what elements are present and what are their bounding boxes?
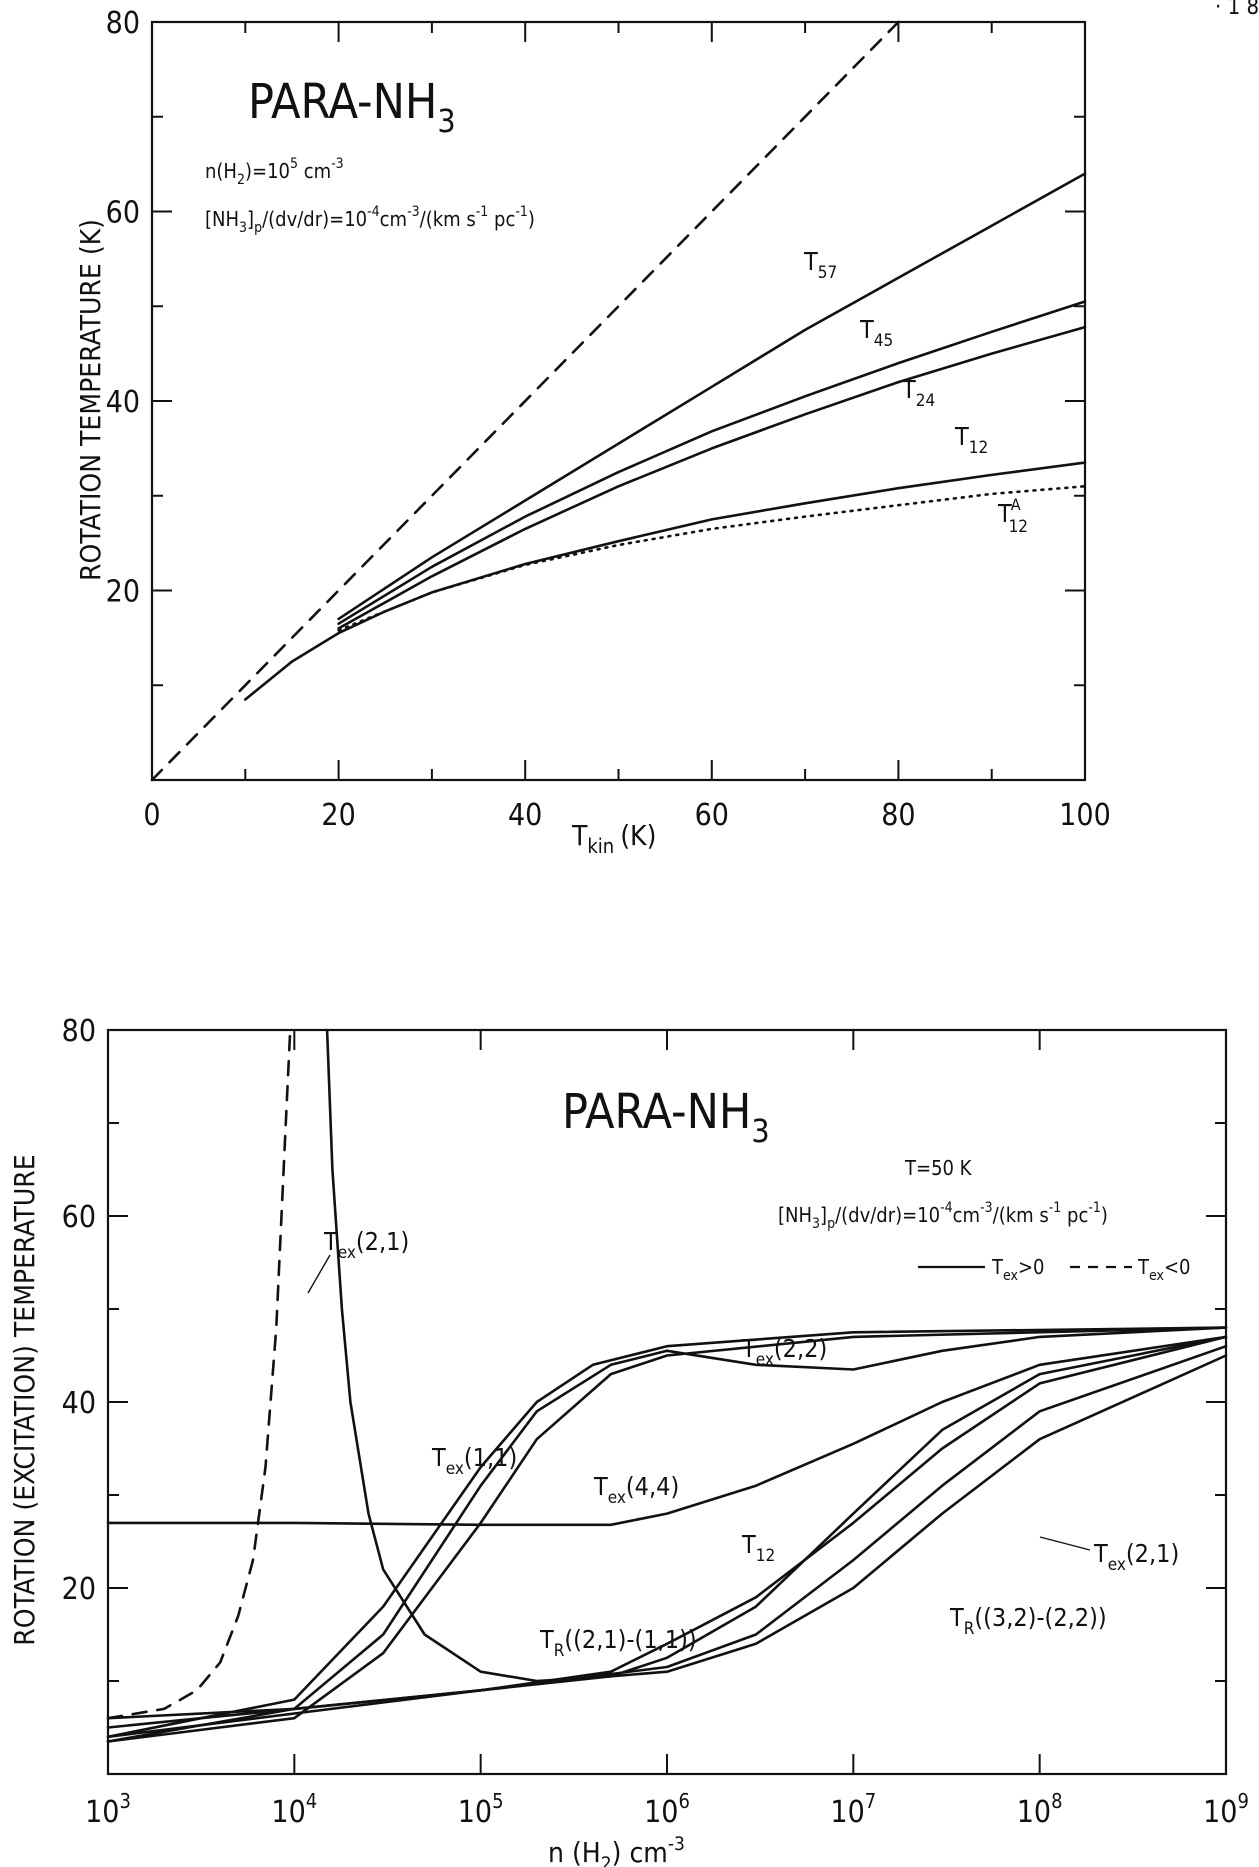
label-Tex21-left: Tex(2,1) xyxy=(323,1227,409,1263)
top-series-t12 xyxy=(244,461,1087,701)
label-TR-21-11: TR((2,1)-(1,1)) xyxy=(539,1625,697,1661)
bottom-y-tick-label: 80 xyxy=(62,1014,96,1049)
bottom-series-tr-3-2-2-2 xyxy=(106,1354,1228,1739)
top-y-tick-label: 60 xyxy=(106,196,140,231)
bottom-series xyxy=(106,1028,1228,1743)
top-title: PARA-NH3 xyxy=(248,74,456,140)
top-chart: 0 20 40 60 80 100 20 40 60 80 PARA-NH3 n(H2)=105… xyxy=(74,6,1111,858)
bottom-y-tick-label: 60 xyxy=(62,1200,96,1235)
bottom-x-tick-label: 103 xyxy=(85,1789,131,1830)
bottom-x-tick-label: 104 xyxy=(271,1789,317,1830)
label-Tex44: Tex(4,4) xyxy=(593,1472,679,1508)
bottom-series-tex-2-2 xyxy=(106,1326,1228,1743)
bottom-series-tex-2-1-tex-0 xyxy=(106,1028,292,1720)
bottom-x-axis-label: n (H2) cm-3 xyxy=(548,1833,685,1867)
bottom-series-tex-1-1 xyxy=(106,1326,1228,1739)
label-T57: T57 xyxy=(803,247,837,283)
top-x-tick-label: 20 xyxy=(321,798,355,833)
bottom-series-tr-2-1-1-1 xyxy=(106,1335,1228,1729)
label-T12A: TA 12 xyxy=(997,495,1028,537)
label-Tex11: Tex(1,1) xyxy=(431,1443,517,1479)
top-x-tick-label: 60 xyxy=(695,798,729,833)
legend-solid-label: Tex>0 xyxy=(991,1255,1045,1284)
top-series-t24 xyxy=(337,325,1087,630)
bottom-x-tick-label: 109 xyxy=(1203,1789,1249,1830)
top-series-t45 xyxy=(337,300,1087,625)
bottom-y-tick-label: 40 xyxy=(62,1386,96,1421)
top-x-tick-label: 0 xyxy=(143,798,160,833)
top-abundance-annotation: [NH3]p/(dv/dr)=10-4cm-3/(km s-1 pc-1) xyxy=(205,204,535,236)
bottom-series-tex-4-4 xyxy=(106,1326,1228,1743)
bottom-y-axis-label: ROTATION (EXCITATION) TEMPERATURE xyxy=(8,1154,41,1645)
label-T45: T45 xyxy=(859,315,893,351)
bottom-ticks xyxy=(107,1029,1227,1775)
top-series-t12-a xyxy=(337,485,1087,632)
bottom-series-t12 xyxy=(106,1335,1228,1527)
top-x-tick-labels: 0 20 40 60 80 100 xyxy=(143,798,1110,833)
label-T24: T24 xyxy=(901,375,935,411)
label-Tex22: Tex(2,2) xyxy=(741,1334,827,1370)
label-leader-tex21-left xyxy=(307,1254,331,1294)
label-T12-bottom: T12 xyxy=(741,1530,775,1566)
top-y-tick-label: 40 xyxy=(106,385,140,420)
top-y-tick-labels: 20 40 60 80 xyxy=(106,6,140,610)
bottom-temperature-annotation: T=50 K xyxy=(904,1156,973,1180)
bottom-x-tick-label: 108 xyxy=(1017,1789,1063,1830)
top-x-tick-label: 80 xyxy=(881,798,915,833)
top-series-reference xyxy=(150,20,900,782)
top-y-tick-label: 80 xyxy=(106,6,140,41)
legend-dashed-label: Tex<0 xyxy=(1137,1255,1191,1284)
bottom-x-tick-label: 106 xyxy=(644,1789,690,1830)
bottom-abundance-annotation: [NH3]p/(dv/dr)=10-4cm-3/(km s-1 pc-1) xyxy=(778,1200,1108,1232)
top-x-axis-label: Tkin (K) xyxy=(571,819,656,858)
bottom-x-tick-labels: 103 104 105 106 107 108 109 xyxy=(85,1789,1249,1830)
bottom-series-reference xyxy=(106,1344,1228,1720)
top-series xyxy=(150,20,1087,782)
label-TR-32-22: TR((3,2)-(2,2)) xyxy=(949,1603,1107,1639)
bottom-title: PARA-NH3 xyxy=(562,1084,770,1150)
corner-mark: · 1 8 xyxy=(1215,0,1259,20)
top-y-axis-label: ROTATION TEMPERATURE (K) xyxy=(74,219,107,581)
top-y-tick-label: 20 xyxy=(106,575,140,610)
bottom-y-tick-label: 20 xyxy=(62,1572,96,1607)
top-x-tick-label: 40 xyxy=(508,798,542,833)
top-x-tick-label: 100 xyxy=(1059,798,1111,833)
bottom-x-tick-label: 105 xyxy=(458,1789,504,1830)
label-Tex21-right: Tex(2,1) xyxy=(1093,1539,1179,1575)
top-series-t57 xyxy=(337,172,1087,621)
bottom-plot-frame xyxy=(106,1028,1228,1776)
top-ticks xyxy=(151,21,1086,781)
bottom-x-tick-label: 107 xyxy=(830,1789,876,1830)
bottom-series-tex-2-1-tex-0 xyxy=(325,1028,1228,1683)
top-plot-frame xyxy=(150,20,1087,782)
label-leader-tex21-right xyxy=(1039,1536,1091,1551)
label-T12: T12 xyxy=(954,422,988,458)
top-density-annotation: n(H2)=105 cm-3 xyxy=(205,156,344,188)
bottom-y-tick-labels: 20 40 60 80 xyxy=(62,1014,96,1607)
